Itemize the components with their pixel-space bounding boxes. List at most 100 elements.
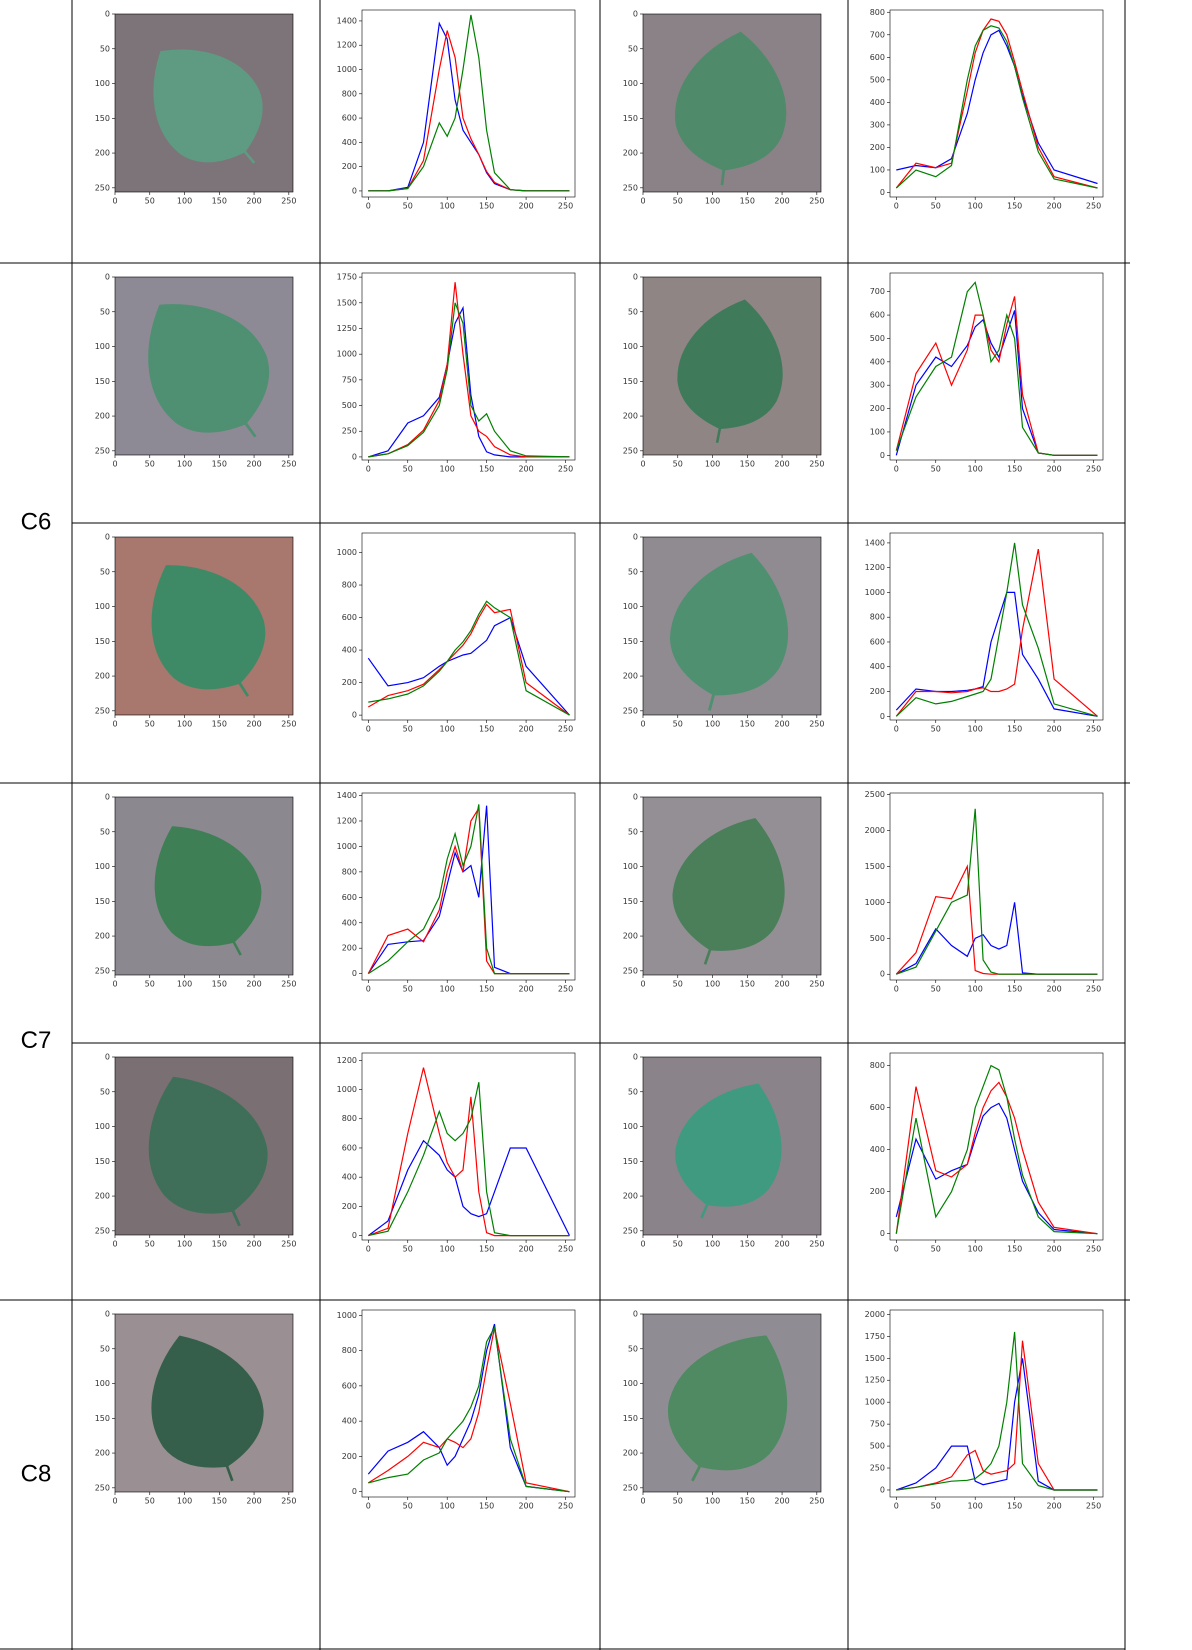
x-tick-label: 50 [931, 725, 941, 734]
y-tick-label: 200 [95, 149, 110, 158]
x-tick-label: 200 [774, 1497, 789, 1506]
y-tick-label: 600 [342, 893, 357, 902]
x-tick-label: 250 [558, 1245, 573, 1254]
x-tick-label: 150 [740, 980, 755, 989]
y-tick-label: 200 [870, 404, 885, 413]
y-tick-label: 0 [352, 969, 357, 978]
y-tick-label: 1400 [865, 538, 885, 547]
leaf [151, 1335, 264, 1482]
y-tick-label: 400 [342, 1417, 357, 1426]
x-tick-label: 0 [366, 985, 371, 994]
x-tick-label: 150 [212, 460, 227, 469]
x-tick-label: 100 [177, 197, 192, 206]
y-tick-label: 0 [352, 452, 357, 461]
x-tick-label: 250 [1086, 985, 1101, 994]
x-tick-label: 250 [281, 1240, 296, 1249]
y-tick-label: 500 [342, 401, 357, 410]
x-tick-label: 200 [1046, 985, 1061, 994]
histogram-line [895, 548, 1098, 717]
y-tick-label: 100 [95, 342, 110, 351]
histogram-line [367, 1139, 571, 1237]
y-tick-label: 200 [623, 932, 638, 941]
x-tick-label: 0 [894, 1502, 899, 1511]
x-tick-label: 50 [931, 202, 941, 211]
x-tick-label: 100 [968, 202, 983, 211]
plot-area [361, 9, 576, 198]
y-tick-label: 0 [352, 711, 357, 720]
x-tick-label: 150 [479, 1502, 494, 1511]
plot-area [361, 1052, 576, 1241]
y-tick-label: 100 [623, 79, 638, 88]
x-tick-label: 0 [640, 197, 645, 206]
x-tick-label: 250 [1086, 725, 1101, 734]
y-tick-label: 50 [628, 567, 638, 576]
x-tick-label: 100 [968, 465, 983, 474]
plot-area [889, 1309, 1104, 1498]
x-tick-label: 150 [212, 1240, 227, 1249]
histogram-line [368, 1067, 570, 1237]
x-tick-label: 100 [705, 720, 720, 729]
y-tick-label: 100 [623, 342, 638, 351]
x-tick-label: 50 [403, 465, 413, 474]
histogram-line [368, 1325, 570, 1493]
histogram-line [896, 1358, 1098, 1491]
x-tick-label: 200 [1046, 465, 1061, 474]
image-frame [642, 1056, 822, 1236]
y-tick-label: 600 [870, 1103, 885, 1112]
x-tick-label: 0 [894, 725, 899, 734]
y-tick-label: 600 [342, 613, 357, 622]
y-tick-label: 1400 [337, 791, 357, 800]
y-tick-label: 150 [623, 377, 638, 386]
x-tick-label: 200 [518, 1502, 533, 1511]
plot-area [361, 532, 576, 721]
x-tick-label: 200 [518, 725, 533, 734]
y-tick-label: 600 [870, 311, 885, 320]
x-tick-label: 200 [246, 720, 261, 729]
x-tick-label: 0 [112, 197, 117, 206]
x-tick-label: 200 [246, 197, 261, 206]
y-tick-label: 0 [105, 273, 110, 282]
histogram-line [896, 808, 1098, 975]
y-tick-label: 1400 [337, 16, 357, 25]
y-tick-label: 100 [623, 1122, 638, 1131]
x-tick-label: 250 [281, 460, 296, 469]
y-tick-label: 50 [100, 567, 110, 576]
y-tick-label: 100 [623, 862, 638, 871]
y-tick-label: 250 [95, 966, 110, 975]
x-tick-label: 50 [145, 720, 155, 729]
x-tick-label: 0 [112, 1240, 117, 1249]
y-tick-label: 0 [352, 1231, 357, 1240]
x-tick-label: 0 [112, 460, 117, 469]
x-tick-label: 50 [145, 197, 155, 206]
x-tick-label: 250 [281, 980, 296, 989]
x-tick-label: 250 [809, 460, 824, 469]
leaf [153, 49, 263, 164]
histogram-line [895, 25, 1098, 189]
x-tick-label: 200 [774, 460, 789, 469]
x-tick-label: 150 [740, 1497, 755, 1506]
y-tick-label: 200 [623, 412, 638, 421]
y-tick-label: 250 [623, 706, 638, 715]
x-tick-label: 150 [740, 720, 755, 729]
x-tick-label: 250 [1086, 1502, 1101, 1511]
y-tick-label: 0 [352, 1487, 357, 1496]
x-tick-label: 250 [281, 720, 296, 729]
x-tick-label: 100 [440, 1245, 455, 1254]
x-tick-label: 250 [558, 1502, 573, 1511]
y-tick-label: 200 [342, 162, 357, 171]
x-tick-label: 250 [809, 1240, 824, 1249]
y-tick-label: 400 [342, 138, 357, 147]
histogram-line [895, 1081, 1098, 1235]
y-tick-label: 250 [623, 183, 638, 192]
y-tick-label: 150 [95, 114, 110, 123]
x-tick-label: 200 [774, 720, 789, 729]
y-tick-label: 0 [105, 1310, 110, 1319]
y-tick-label: 200 [623, 1192, 638, 1201]
x-tick-label: 0 [366, 202, 371, 211]
x-tick-label: 150 [1007, 465, 1022, 474]
y-tick-label: 50 [628, 1087, 638, 1096]
y-tick-label: 1750 [337, 273, 357, 282]
x-tick-label: 0 [894, 1245, 899, 1254]
image-frame [114, 1313, 294, 1493]
y-tick-label: 2000 [865, 1310, 885, 1319]
